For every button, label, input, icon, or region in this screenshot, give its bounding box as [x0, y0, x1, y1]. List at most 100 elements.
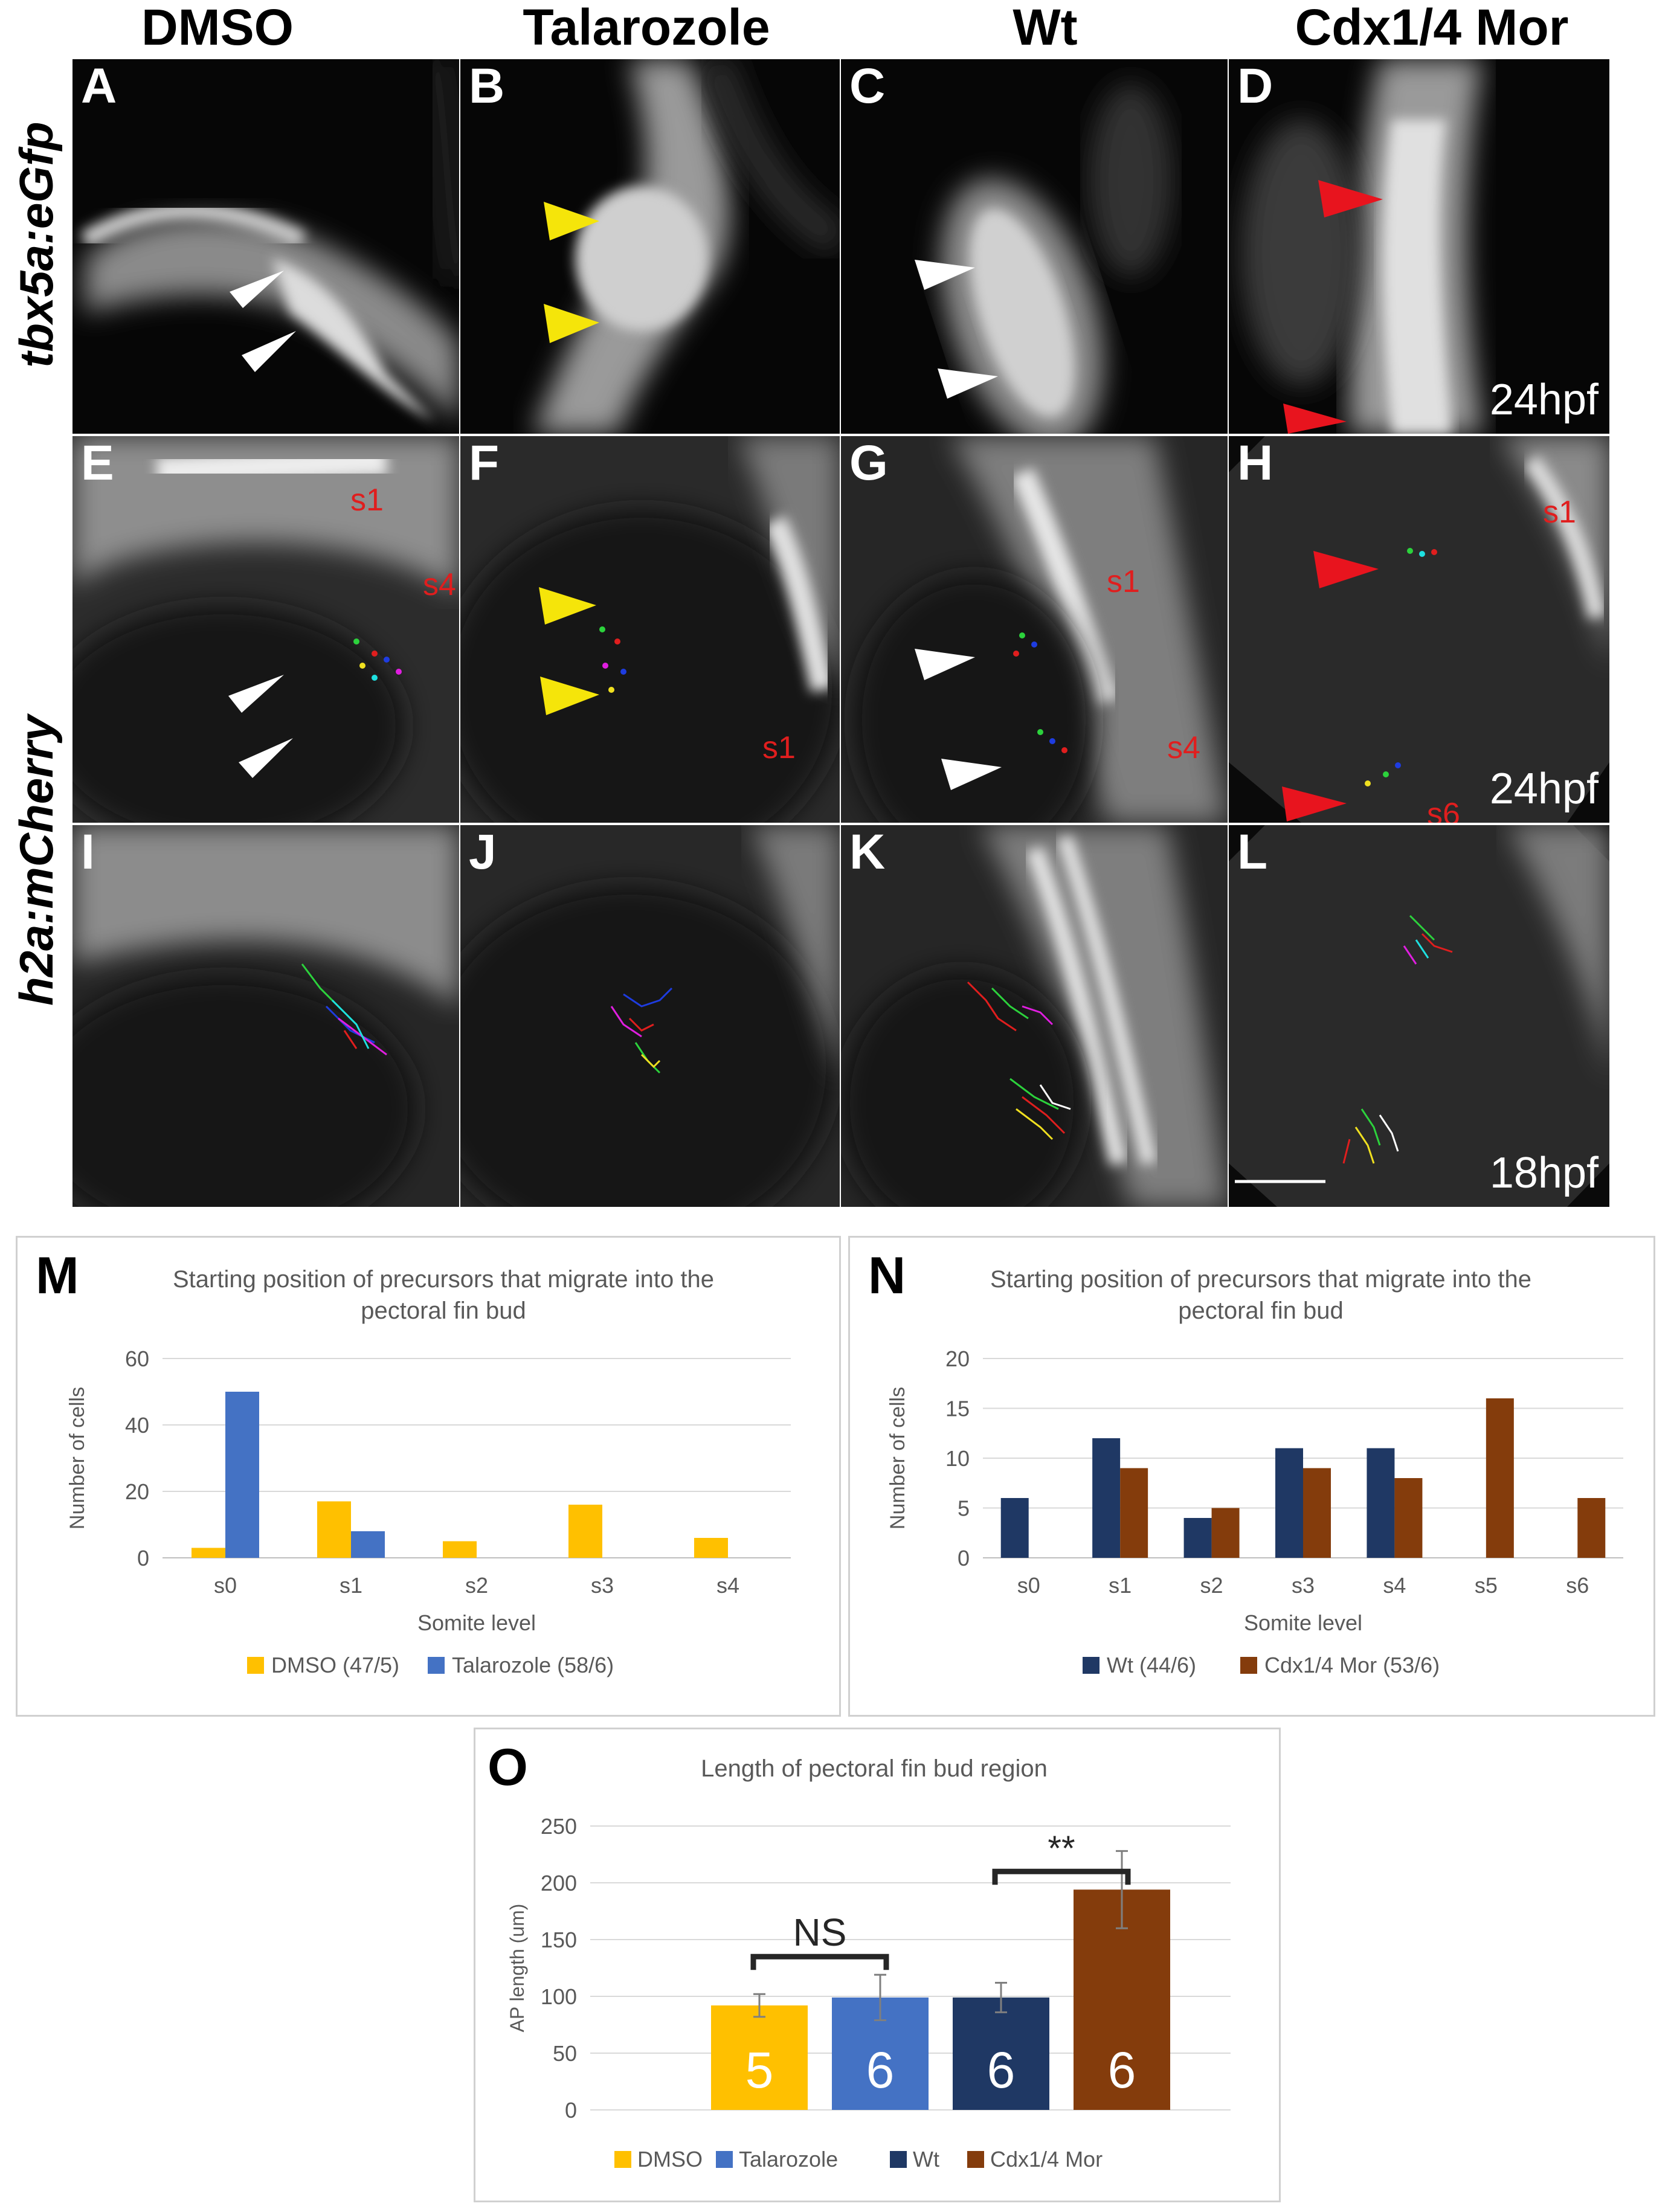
- micrograph-j: [460, 825, 840, 1207]
- somite-label: s1: [762, 730, 796, 765]
- panel-f-h2a-talarozole: s1 F: [460, 436, 840, 823]
- legend-label: DMSO: [637, 2147, 703, 2172]
- chart-letter: N: [868, 1247, 906, 1305]
- y-tick-label: 150: [541, 1927, 577, 1952]
- legend-label: Talarozole: [739, 2147, 838, 2172]
- y-tick-label: 10: [945, 1446, 970, 1471]
- tracked-cells: [1365, 548, 1437, 786]
- y-tick-label: 50: [553, 2041, 577, 2066]
- bar-label: 5: [745, 2042, 774, 2098]
- cell-tracks: [301, 963, 387, 1056]
- panel-letter: E: [81, 436, 114, 490]
- y-tick-label: 40: [125, 1413, 149, 1438]
- x-tick-label: s1: [340, 1573, 362, 1598]
- bar-s6-1: [1577, 1498, 1606, 1558]
- bar-s1-1: [351, 1531, 385, 1558]
- y-tick-label: 200: [541, 1871, 577, 1895]
- chart-n-svg: Starting position of precursors that mig…: [886, 1266, 1623, 1677]
- y-tick-label: 15: [945, 1397, 970, 1421]
- micrograph-d: [1229, 59, 1609, 434]
- x-tick-label: s3: [591, 1573, 614, 1598]
- x-tick-label: s1: [1109, 1573, 1132, 1598]
- y-tick-label: 0: [958, 1546, 970, 1571]
- y-tick-label: 250: [541, 1814, 577, 1839]
- panel-k-h2a-wt: K: [841, 825, 1228, 1207]
- micrograph-g: [841, 436, 1228, 823]
- white-arrowhead: [915, 260, 975, 290]
- red-arrowheads: [1283, 180, 1383, 434]
- panel-letter: D: [1237, 59, 1273, 114]
- x-tick-label: s4: [1383, 1573, 1406, 1598]
- significance-label: NS: [793, 1911, 847, 1954]
- chart-letter: M: [36, 1247, 79, 1305]
- panel-h-h2a-cdx-mor: s1 s6 H 24hpf: [1229, 436, 1609, 823]
- x-axis-label: Somite level: [417, 1610, 536, 1635]
- bar-s4-0: [694, 1538, 728, 1558]
- red-arrowhead: [1313, 551, 1379, 588]
- panel-letter: G: [849, 436, 888, 490]
- white-arrowhead: [915, 649, 975, 680]
- panel-letter: H: [1237, 436, 1273, 490]
- panel-g-h2a-wt: s1 s4 G: [841, 436, 1228, 823]
- white-arrowheads: [230, 271, 296, 372]
- bar-s1-1: [1120, 1468, 1148, 1558]
- bar-label: 6: [987, 2042, 1016, 2098]
- legend-swatch: [1083, 1657, 1100, 1674]
- row-header-h2a: h2a:mCherry: [10, 715, 63, 1006]
- column-header-cdx-mor: Cdx1/4 Mor: [1295, 0, 1569, 56]
- chart-title: Starting position of precursors that mig…: [990, 1266, 1531, 1293]
- chart-title: pectoral fin bud: [361, 1297, 526, 1324]
- x-axis-label: Somite level: [1244, 1610, 1362, 1635]
- chart-n-container: N Starting position of precursors that m…: [848, 1236, 1655, 1717]
- panel-letter: F: [469, 436, 500, 490]
- yellow-arrowhead: [544, 202, 599, 240]
- tracked-cells: [599, 626, 626, 693]
- bar-s5-1: [1486, 1398, 1514, 1558]
- white-arrowheads: [915, 649, 1002, 790]
- bar-s1-0: [317, 1501, 351, 1558]
- panel-b-tbx5a-talarozole: B: [460, 59, 840, 434]
- time-label: 24hpf: [1489, 376, 1599, 424]
- x-tick-label: s0: [1017, 1573, 1040, 1598]
- tracked-cells: [1013, 632, 1067, 753]
- bar-s0-0: [1000, 1498, 1029, 1558]
- column-header-talarozole: Talarozole: [523, 0, 770, 56]
- significance-bracket: [750, 1953, 889, 1970]
- chart-title: pectoral fin bud: [1178, 1297, 1344, 1324]
- y-tick-label: 100: [541, 1984, 577, 2009]
- yellow-arrowhead: [540, 677, 599, 715]
- legend-swatch: [247, 1657, 264, 1674]
- bar-s3-1: [1303, 1468, 1331, 1558]
- chart-m-container: M Starting position of precursors that m…: [16, 1236, 841, 1717]
- chart-o-container: O Length of pectoral fin bud region 0 50 10…: [474, 1728, 1281, 2202]
- somite-label: s1: [1543, 495, 1576, 530]
- somite-label: s1: [350, 483, 384, 518]
- legend-swatch: [1240, 1657, 1257, 1674]
- white-arrowheads: [915, 260, 998, 399]
- white-arrowhead: [230, 271, 284, 308]
- yellow-arrowhead: [544, 304, 599, 343]
- cell-tracks: [610, 987, 673, 1074]
- bar-s2-1: [1211, 1508, 1240, 1558]
- legend-label: DMSO (47/5): [271, 1653, 399, 1677]
- legend-label: Cdx1/4 Mor: [990, 2147, 1103, 2172]
- bar-s3-0: [568, 1505, 602, 1558]
- panel-letter: K: [849, 825, 886, 879]
- panel-a-tbx5a-dmso: A: [72, 59, 459, 434]
- bar-DMSO: [711, 2005, 808, 2110]
- bar-s4-1: [1394, 1478, 1423, 1558]
- bar-s3-0: [1275, 1448, 1303, 1558]
- white-arrowhead: [239, 738, 293, 778]
- somite-label: s6: [1427, 797, 1460, 823]
- y-tick-label: 60: [125, 1346, 149, 1371]
- white-arrowheads: [228, 675, 293, 778]
- column-header-wt: Wt: [1013, 0, 1078, 56]
- tracked-cells: [353, 638, 402, 681]
- chart-title: Starting position of precursors that mig…: [173, 1266, 714, 1293]
- micrograph-i: [72, 825, 459, 1207]
- legend-swatch: [428, 1657, 445, 1674]
- bar-s2-0: [443, 1541, 477, 1558]
- bar-s2-0: [1183, 1518, 1212, 1558]
- significance-label: **: [1048, 1829, 1075, 1868]
- micrograph-h: [1229, 436, 1609, 823]
